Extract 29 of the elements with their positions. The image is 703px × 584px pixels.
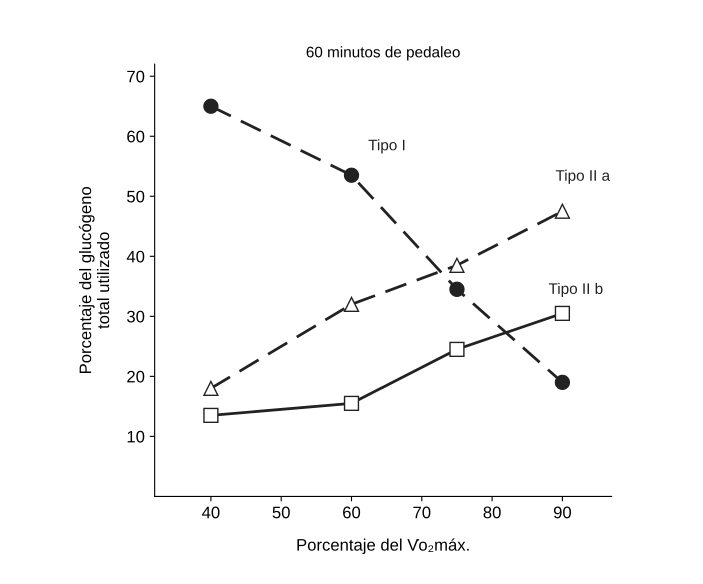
- point: [203, 98, 219, 114]
- y-tick-label: 40: [126, 250, 144, 263]
- x-tick-label: 40: [202, 506, 220, 518]
- series-label: Tipo II b: [548, 282, 602, 298]
- y-tick-label: 10: [128, 430, 144, 443]
- series-label: Tipo I: [368, 139, 404, 154]
- point: [344, 396, 360, 412]
- point: [554, 306, 570, 321]
- point: [203, 408, 219, 424]
- chart-title: 60 minutos de pedaleo: [306, 46, 460, 60]
- series-label: Tipo II a: [556, 170, 610, 184]
- point: [449, 258, 465, 273]
- y-tick-label: 60: [127, 130, 144, 142]
- point: [449, 342, 465, 357]
- x-tick-label: 60: [343, 506, 360, 518]
- point: [203, 380, 219, 396]
- x-tick-label: 70: [413, 506, 430, 518]
- y-tick-label: 30: [127, 310, 144, 323]
- x-axis-title: Porcentaje del V̇o₂máx.: [297, 538, 469, 554]
- point: [449, 282, 465, 297]
- x-tick-label: 90: [554, 506, 572, 518]
- x-tick-label: 50: [272, 506, 290, 518]
- point: [344, 168, 360, 183]
- y-tick-label: 20: [127, 370, 144, 383]
- x-tick-label: 80: [484, 506, 501, 518]
- y-tick-label: 50: [127, 190, 144, 202]
- point: [554, 374, 570, 390]
- y-axis-title: Porcentaje del glucógeno total utilizado: [78, 186, 110, 373]
- y-tick-label: 70: [127, 70, 144, 82]
